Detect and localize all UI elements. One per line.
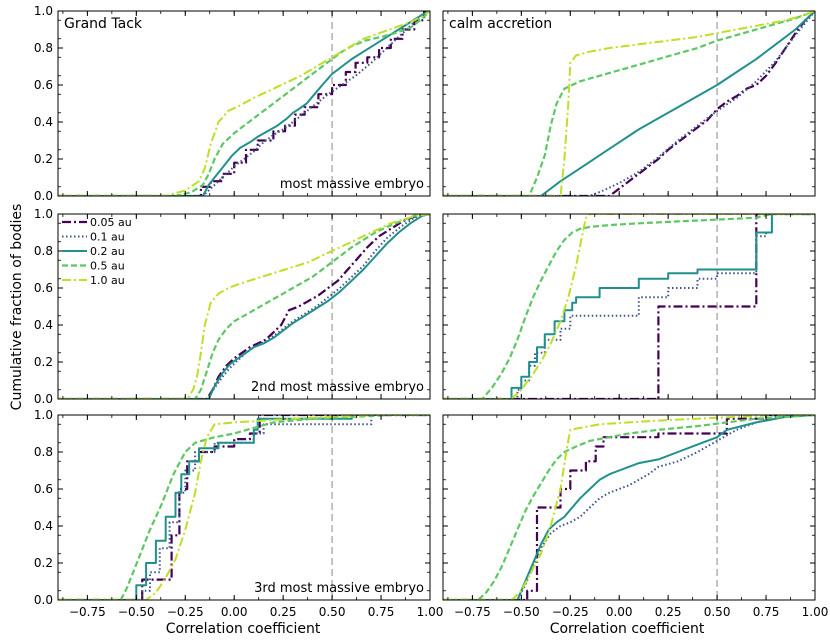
x-tick-label: −0.75 [69, 605, 106, 619]
series-line-0-05-au [58, 214, 430, 399]
x-tick-label: 0.00 [221, 605, 248, 619]
y-tick-label: 0.4 [34, 318, 53, 332]
y-tick-label: 0.6 [34, 78, 53, 92]
panel-frame [442, 10, 816, 197]
x-tick-label: −0.50 [118, 605, 155, 619]
panel-4 [442, 213, 816, 400]
series-line-0-2-au [443, 11, 815, 196]
x-tick-label: 0.75 [753, 605, 780, 619]
series-line-0-5-au [443, 11, 815, 196]
y-tick-label: 0.0 [34, 593, 53, 607]
y-tick-label: 0.0 [34, 189, 53, 203]
legend: 0.05 au 0.1 au0.2 au 0.5 au1.0 au [62, 216, 132, 287]
series-line-1-0-au [58, 214, 430, 399]
series-line-0-1-au [443, 214, 815, 399]
series-line-0-5-au [58, 11, 430, 196]
panel-1: 0.0 0.2 0.4 0.6 0.8 1.0 Grand Tack most massive… [34, 4, 431, 203]
y-tick-label: 0.8 [34, 41, 53, 55]
panel-title: Grand Tack [64, 16, 143, 32]
panel-frame [57, 10, 431, 197]
x-tick-label: −0.50 [503, 605, 540, 619]
series-group [443, 11, 815, 196]
series-line-0-05-au [443, 214, 815, 399]
x-tick-label: −0.75 [454, 605, 491, 619]
legend-label: 0.1 au [90, 231, 125, 244]
series-line-0-2-au [443, 415, 815, 600]
panel-frame [442, 213, 816, 400]
x-tick-label: 0.75 [368, 605, 395, 619]
series-line-0-05-au [58, 11, 430, 196]
panel-frame [442, 414, 816, 601]
series-line-0-5-au [443, 415, 815, 600]
xlabel-left: Correlation coefficient [166, 621, 321, 637]
series-line-0-2-au [58, 214, 430, 399]
y-tick-label: 0.2 [34, 152, 53, 166]
panel-frame [57, 414, 431, 601]
series-line-0-1-au [443, 415, 815, 600]
x-tick-label: 0.00 [606, 605, 633, 619]
series-group [58, 214, 430, 399]
y-tick-label: 0.6 [34, 281, 53, 295]
series-line-0-1-au [443, 11, 815, 196]
y-tick-label: 0.8 [34, 445, 53, 459]
panel-5: −0.75 −0.50 −0.25 0.00 0.25 0.50 0.75 1.00 0.0 0.… [34, 408, 443, 619]
x-tick-label: 1.00 [417, 605, 444, 619]
series-line-0-5-au [58, 214, 430, 399]
series-line-1-0-au [443, 11, 815, 196]
series-line-0-05-au [443, 415, 815, 600]
panel-6: −0.75 −0.50 −0.25 0.00 0.25 0.50 0.75 1.00 [442, 414, 829, 619]
series-line-1-0-au [58, 11, 430, 196]
x-tick-label: 0.25 [270, 605, 297, 619]
x-tick-label: 0.50 [704, 605, 731, 619]
x-tick-label: −0.25 [552, 605, 589, 619]
y-tick-label: 0.4 [34, 115, 53, 129]
x-tick-label: 0.25 [655, 605, 682, 619]
series-line-0-2-au [58, 11, 430, 196]
series-line-0-1-au [58, 415, 430, 600]
y-tick-label: 1.0 [34, 4, 53, 18]
y-tick-label: 0.2 [34, 556, 53, 570]
x-tick-label: 0.50 [319, 605, 346, 619]
panel-frame [57, 213, 431, 400]
legend-label: 1.0 au [90, 274, 125, 287]
row-label: most massive embryo [280, 177, 424, 192]
legend-label: 0.05 au [90, 216, 132, 229]
series-line-1-0-au [443, 214, 815, 399]
x-tick-label: 1.00 [802, 605, 829, 619]
y-tick-label: 0.0 [34, 392, 53, 406]
legend-label: 0.2 au [90, 245, 125, 258]
series-line-0-2-au [443, 214, 815, 399]
series-line-0-5-au [58, 415, 430, 600]
series-line-0-05-au [443, 11, 815, 196]
row-label: 2nd most massive embryo [251, 380, 424, 395]
series-group [58, 11, 430, 196]
y-tick-label: 1.0 [34, 408, 53, 422]
y-tick-label: 0.6 [34, 482, 53, 496]
series-group [443, 214, 815, 399]
row-label: 3rd most massive embryo [254, 581, 424, 596]
y-tick-label: 1.0 [34, 207, 53, 221]
x-tick-label: −0.25 [167, 605, 204, 619]
series-line-1-0-au [443, 415, 815, 600]
y-tick-label: 0.8 [34, 244, 53, 258]
series-line-1-0-au [58, 415, 430, 600]
series-line-0-5-au [443, 214, 815, 399]
panel-2: calm accretion [442, 10, 816, 197]
figure-ylabel: Cumulative fraction of bodies [9, 204, 25, 411]
legend-label: 0.5 au [90, 260, 125, 273]
y-tick-label: 0.4 [34, 519, 53, 533]
series-group [58, 415, 430, 600]
y-tick-label: 0.2 [34, 355, 53, 369]
series-group [443, 415, 815, 600]
series-line-0-2-au [58, 415, 430, 600]
series-line-0-1-au [58, 214, 430, 399]
xlabel-right: Correlation coefficient [550, 621, 705, 637]
panels: 0.0 0.2 0.4 0.6 0.8 1.0 Grand Tack most massive… [34, 4, 828, 619]
panel-title: calm accretion [449, 16, 552, 32]
panel-3: 0.0 0.2 0.4 0.6 0.8 1.0 2nd most massive embry… [34, 207, 431, 406]
